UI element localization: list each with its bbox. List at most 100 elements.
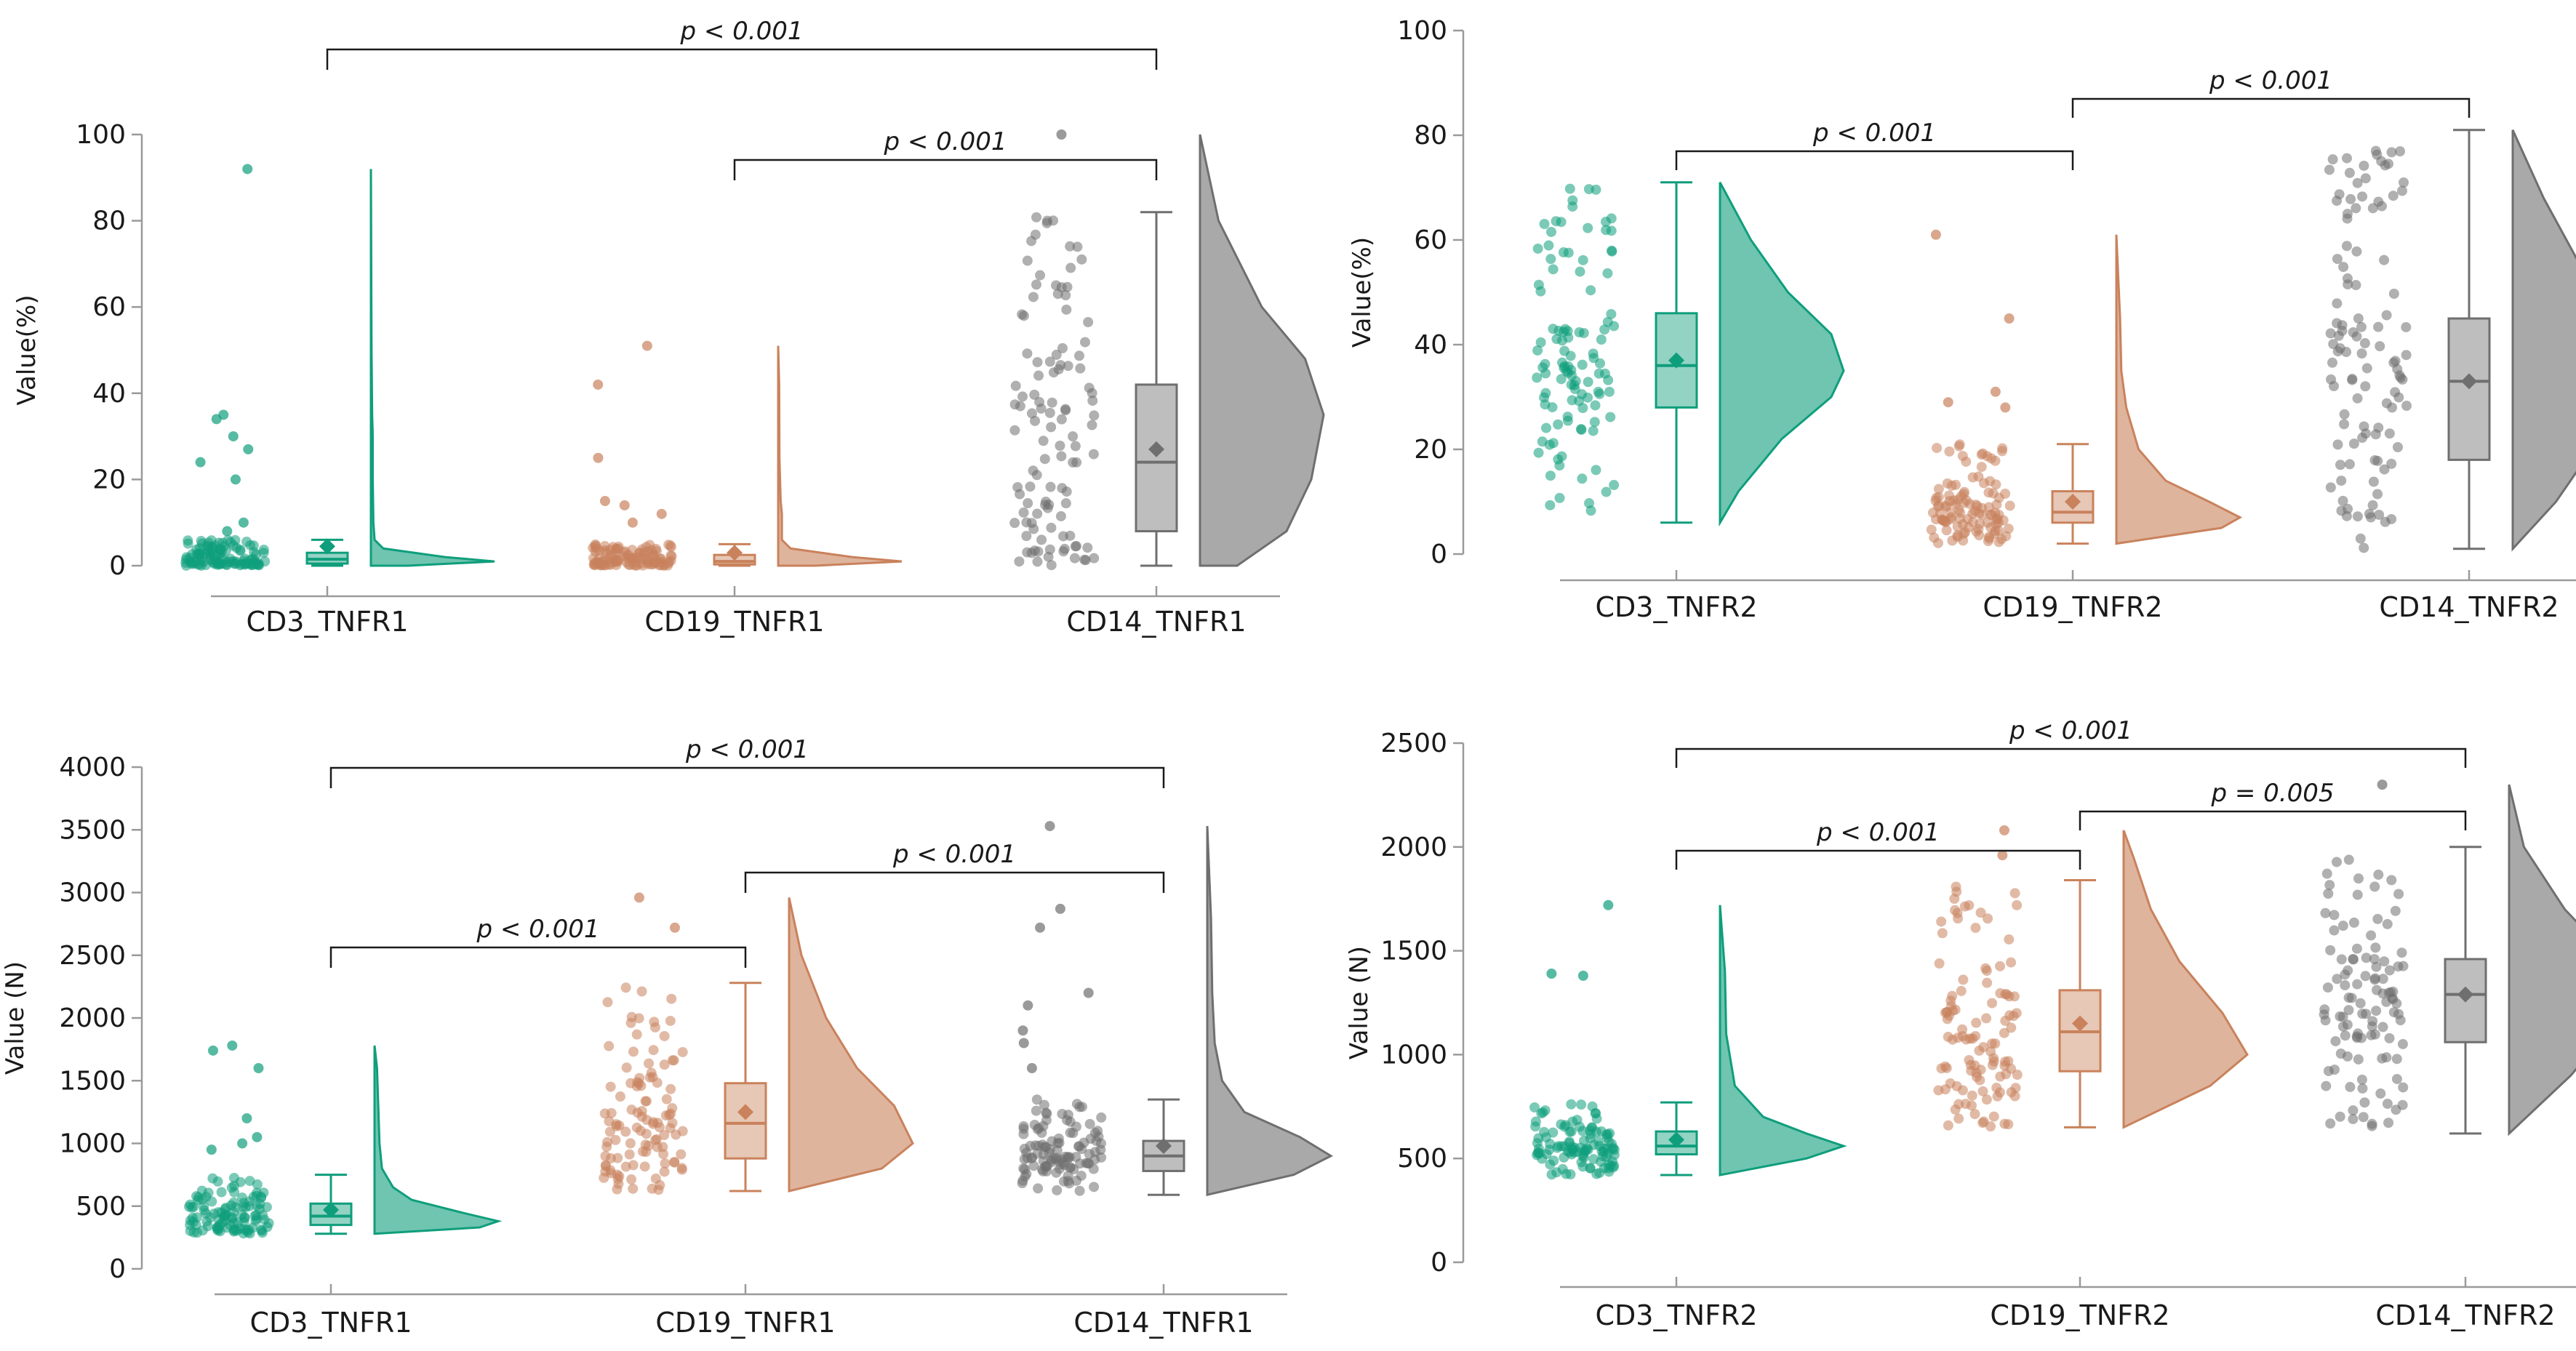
data-point [1545,226,1556,237]
data-point [2359,160,2369,171]
p-value-label: p < 0.001 [2009,716,2132,745]
x-category-label: CD14_TNFR2 [2379,591,2559,623]
data-point [1046,422,1057,433]
data-point [2332,974,2343,985]
data-point [1535,337,1546,348]
data-point [1022,547,1033,558]
data-point [2348,954,2359,965]
data-point [1558,247,1569,258]
data-point [2396,947,2407,958]
data-point [1028,1160,1039,1171]
data-point [1594,388,1605,399]
data-point [257,1227,268,1238]
data-point [1071,457,1082,468]
data-point [1560,1120,1571,1131]
data-point [2343,1005,2354,1016]
x-category-label: CD14_TNFR1 [1066,606,1246,638]
bracket-line [326,48,1158,70]
mean-marker [727,545,743,561]
significance-bracket: p = 0.005 [2079,779,2467,830]
data-point [1993,510,2004,521]
y-tick-label: 0 [1431,1248,1447,1278]
data-point [1065,1162,1076,1173]
data-point [2395,372,2406,383]
data-point [2381,310,2392,321]
data-point [612,1169,623,1180]
y-tick-label: 0 [1431,540,1447,569]
data-point [2372,489,2383,500]
x-category-label: CD19_TNFR1 [655,1307,835,1339]
data-point [2351,203,2361,214]
data-point [2322,982,2333,993]
data-point [2329,1065,2340,1075]
data-point [665,1015,676,1026]
data-point [207,1196,217,1207]
data-point [1540,1105,1551,1116]
data-point [2348,1114,2359,1125]
data-point [1578,328,1589,339]
data-point [1075,363,1086,374]
p-value-label: p < 0.001 [2209,66,2332,95]
data-point [2336,476,2347,486]
density-cloud [1719,182,1845,527]
data-point [2388,191,2399,201]
data-point [637,1146,648,1157]
data-point [2336,954,2347,965]
outlier-point [238,517,249,528]
outlier-point [1990,386,2001,397]
data-point [1051,349,1062,360]
data-point [1943,1120,1953,1131]
data-point [1087,396,1098,406]
mean-marker [1668,1131,1684,1148]
data-point [2341,153,2352,164]
data-point [652,1078,663,1089]
data-point [1977,1086,1988,1097]
data-point [1931,492,1942,503]
data-point [2351,943,2362,954]
data-point [1974,530,1985,541]
data-point [1539,219,1550,230]
data-point [2352,889,2363,900]
data-point [1932,443,1943,454]
data-point [229,1180,240,1191]
data-point [1022,348,1033,359]
data-point [1018,507,1029,518]
data-point [1048,367,1059,378]
data-point [1604,1128,1615,1139]
data-point [1056,414,1067,425]
data-point [1052,1184,1063,1195]
data-point [2344,167,2355,178]
data-point [1096,1112,1107,1123]
data-point [2329,910,2340,921]
group-CD19_TNFR1 [599,892,914,1195]
data-point [2337,495,2348,506]
data-point [1974,1045,1985,1056]
data-point [1545,254,1556,265]
data-point [1056,451,1067,462]
group-CD3_TNFR2 [1529,899,1847,1180]
data-point [2401,350,2412,361]
x-category-label: CD19_TNFR1 [644,606,824,638]
data-point [1958,974,1969,985]
data-point [1541,422,1552,433]
data-point [620,1126,631,1137]
data-point [1577,359,1588,370]
data-point [1953,441,1964,452]
data-point [644,1072,655,1083]
y-tick-label: 20 [1414,435,1447,465]
data-point [659,1030,670,1041]
data-point [2321,868,2332,879]
significance-bracket: p < 0.001 [1675,716,2467,768]
data-point [1556,374,1567,385]
data-point [1576,425,1587,436]
data-point [2340,1030,2351,1041]
data-point [2319,1009,2329,1020]
data-point [636,986,647,997]
data-point [1977,502,1988,513]
data-point [2364,508,2375,519]
data-point [2369,953,2380,964]
outlier-point [207,1045,218,1056]
data-point [610,1134,621,1145]
data-point [2356,348,2367,359]
data-point [1987,998,1998,1009]
